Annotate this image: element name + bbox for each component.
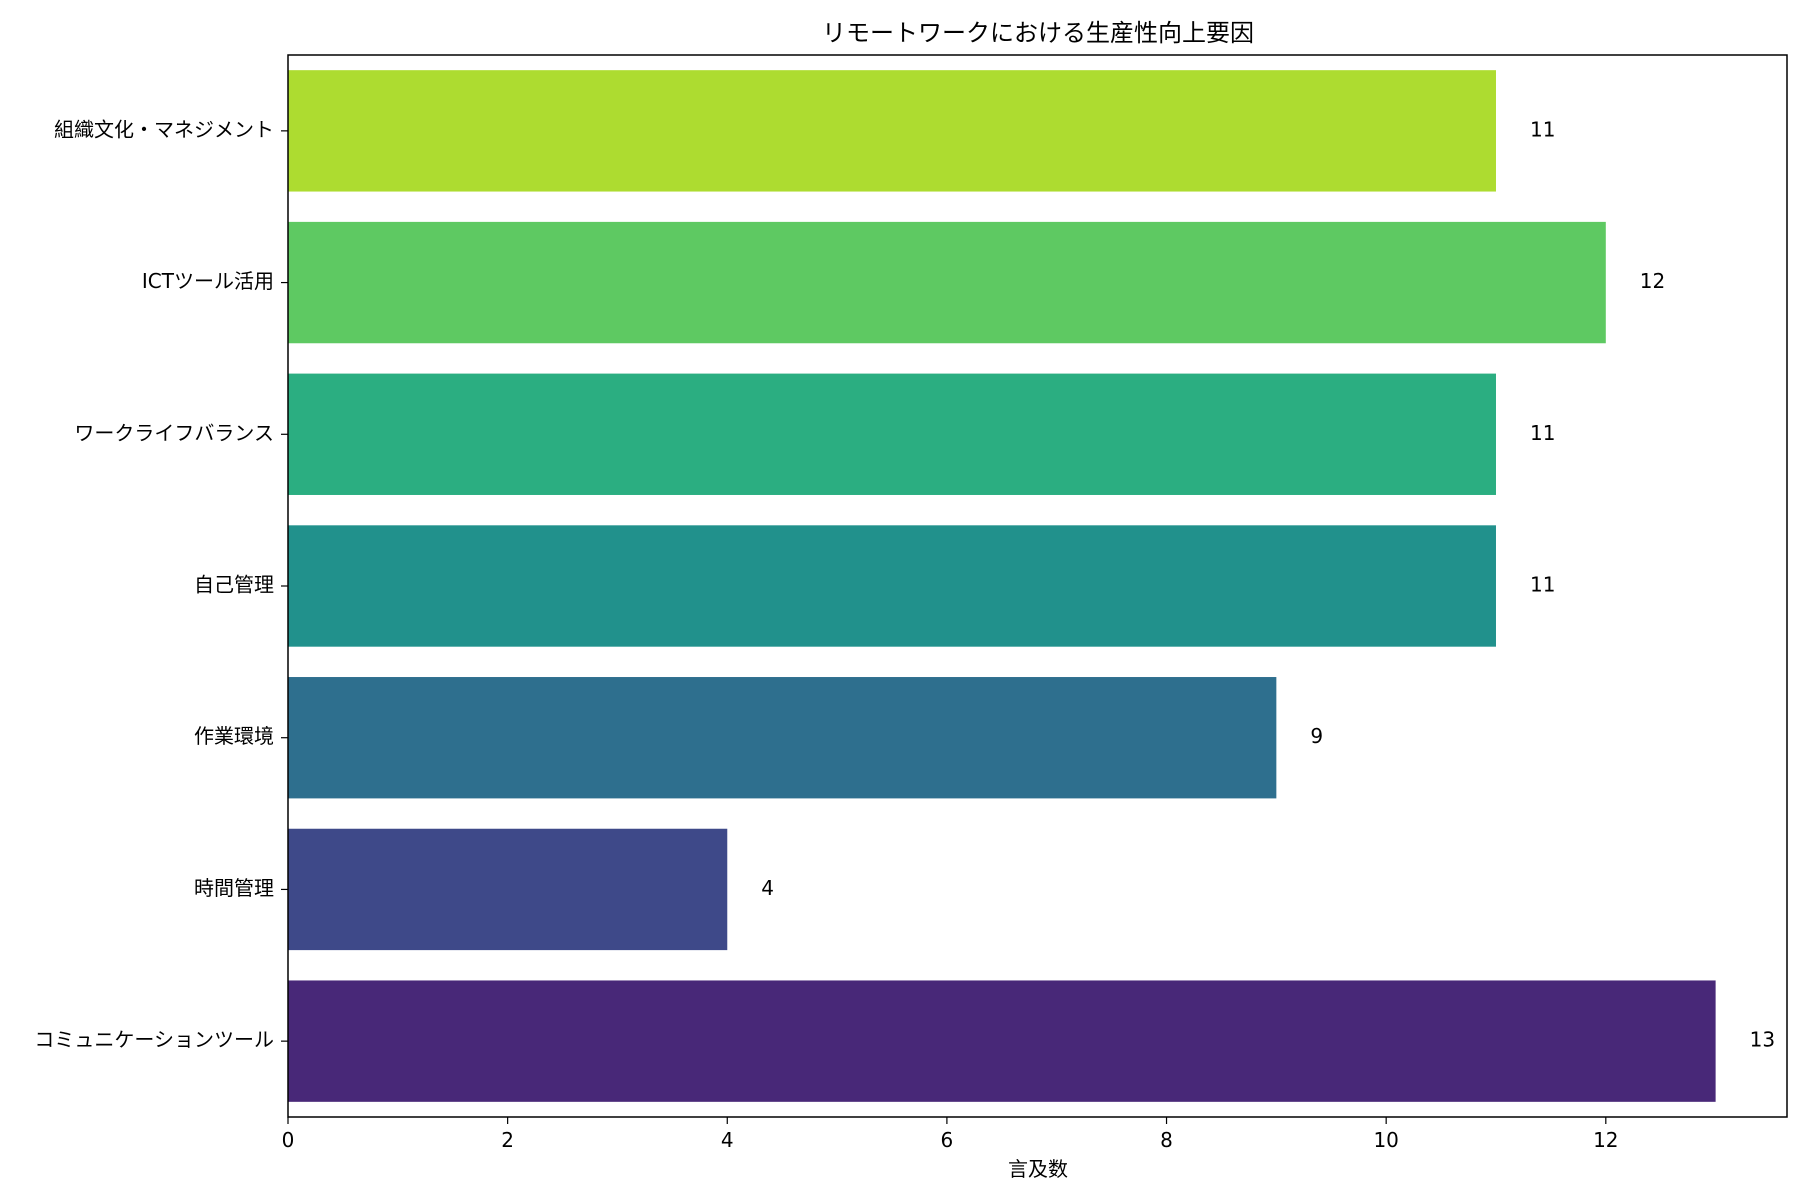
bar-0 — [288, 980, 1716, 1102]
chart-title: リモートワークにおける生産性向上要因 — [822, 19, 1254, 47]
y-tick-label-1: 時間管理 — [194, 876, 274, 900]
x-tick-label-6: 12 — [1593, 1128, 1618, 1152]
x-axis: 0 2 4 6 8 10 12 — [282, 1117, 1619, 1152]
data-label-4: 11 — [1530, 421, 1555, 445]
bars-group — [288, 70, 1716, 1102]
y-tick-label-2: 作業環境 — [194, 724, 274, 748]
bar-1 — [288, 828, 728, 951]
y-tick-label-5: ICTツール活用 — [142, 269, 274, 293]
bar-2 — [288, 677, 1277, 799]
data-label-1: 4 — [761, 876, 774, 900]
x-tick-label-4: 8 — [1160, 1128, 1173, 1152]
data-labels-group: 13 4 9 11 11 12 11 — [761, 117, 1775, 1051]
data-label-3: 11 — [1530, 573, 1555, 597]
y-tick-label-6: 組織文化・マネジメント — [54, 117, 274, 141]
x-tick-label-0: 0 — [282, 1128, 295, 1152]
data-label-0: 13 — [1750, 1028, 1775, 1052]
x-tick-label-2: 4 — [721, 1128, 734, 1152]
bar-3 — [288, 525, 1496, 647]
y-tick-label-4: ワークライフバランス — [74, 421, 274, 445]
x-tick-label-3: 6 — [941, 1128, 954, 1152]
x-axis-label: 言及数 — [1008, 1157, 1068, 1181]
data-label-5: 12 — [1640, 269, 1665, 293]
data-label-6: 11 — [1530, 117, 1555, 141]
x-tick-label-5: 10 — [1373, 1128, 1398, 1152]
y-tick-label-3: 自己管理 — [194, 573, 274, 597]
bar-6 — [288, 70, 1496, 192]
y-tick-label-0: コミュニケーションツール — [34, 1028, 274, 1052]
bar-4 — [288, 373, 1496, 495]
x-tick-label-1: 2 — [501, 1128, 514, 1152]
bar-5 — [288, 221, 1606, 344]
y-axis: コミュニケーションツール 時間管理 作業環境 自己管理 ワークライフバランス ICTツール… — [34, 117, 288, 1052]
data-label-2: 9 — [1310, 724, 1323, 748]
